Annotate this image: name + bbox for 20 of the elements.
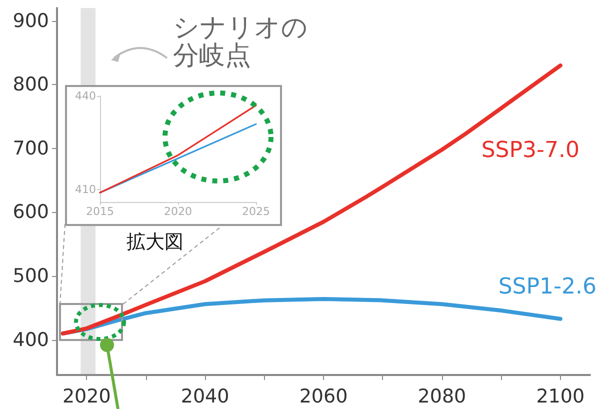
x-tick-label: 2080 <box>418 386 466 408</box>
x-tick-label: 2020 <box>164 205 192 218</box>
x-tick-label: 2060 <box>299 386 348 408</box>
y-tick-label: 410 <box>75 183 96 196</box>
x-tick-label: 2015 <box>86 205 114 218</box>
series-label: SSP1-2.6 <box>498 274 596 300</box>
y-tick-label: 800 <box>12 74 49 96</box>
x-tick-label: 2020 <box>62 386 111 408</box>
y-tick-label: 700 <box>12 137 49 160</box>
y-tick-label: 440 <box>75 90 96 102</box>
annotation: シナリオの分岐点 <box>173 13 308 71</box>
y-tick-label: 400 <box>12 328 49 351</box>
annotation: 拡大図 <box>126 231 184 253</box>
y-tick-label: 500 <box>12 265 49 288</box>
x-tick-label: 2025 <box>242 205 270 218</box>
x-tick-label: 2100 <box>536 386 585 408</box>
x-tick-label: 2040 <box>180 386 230 408</box>
y-tick-label: 900 <box>12 10 49 32</box>
y-tick-label: 600 <box>12 201 49 224</box>
series-label: SSP3-7.0 <box>481 138 580 163</box>
